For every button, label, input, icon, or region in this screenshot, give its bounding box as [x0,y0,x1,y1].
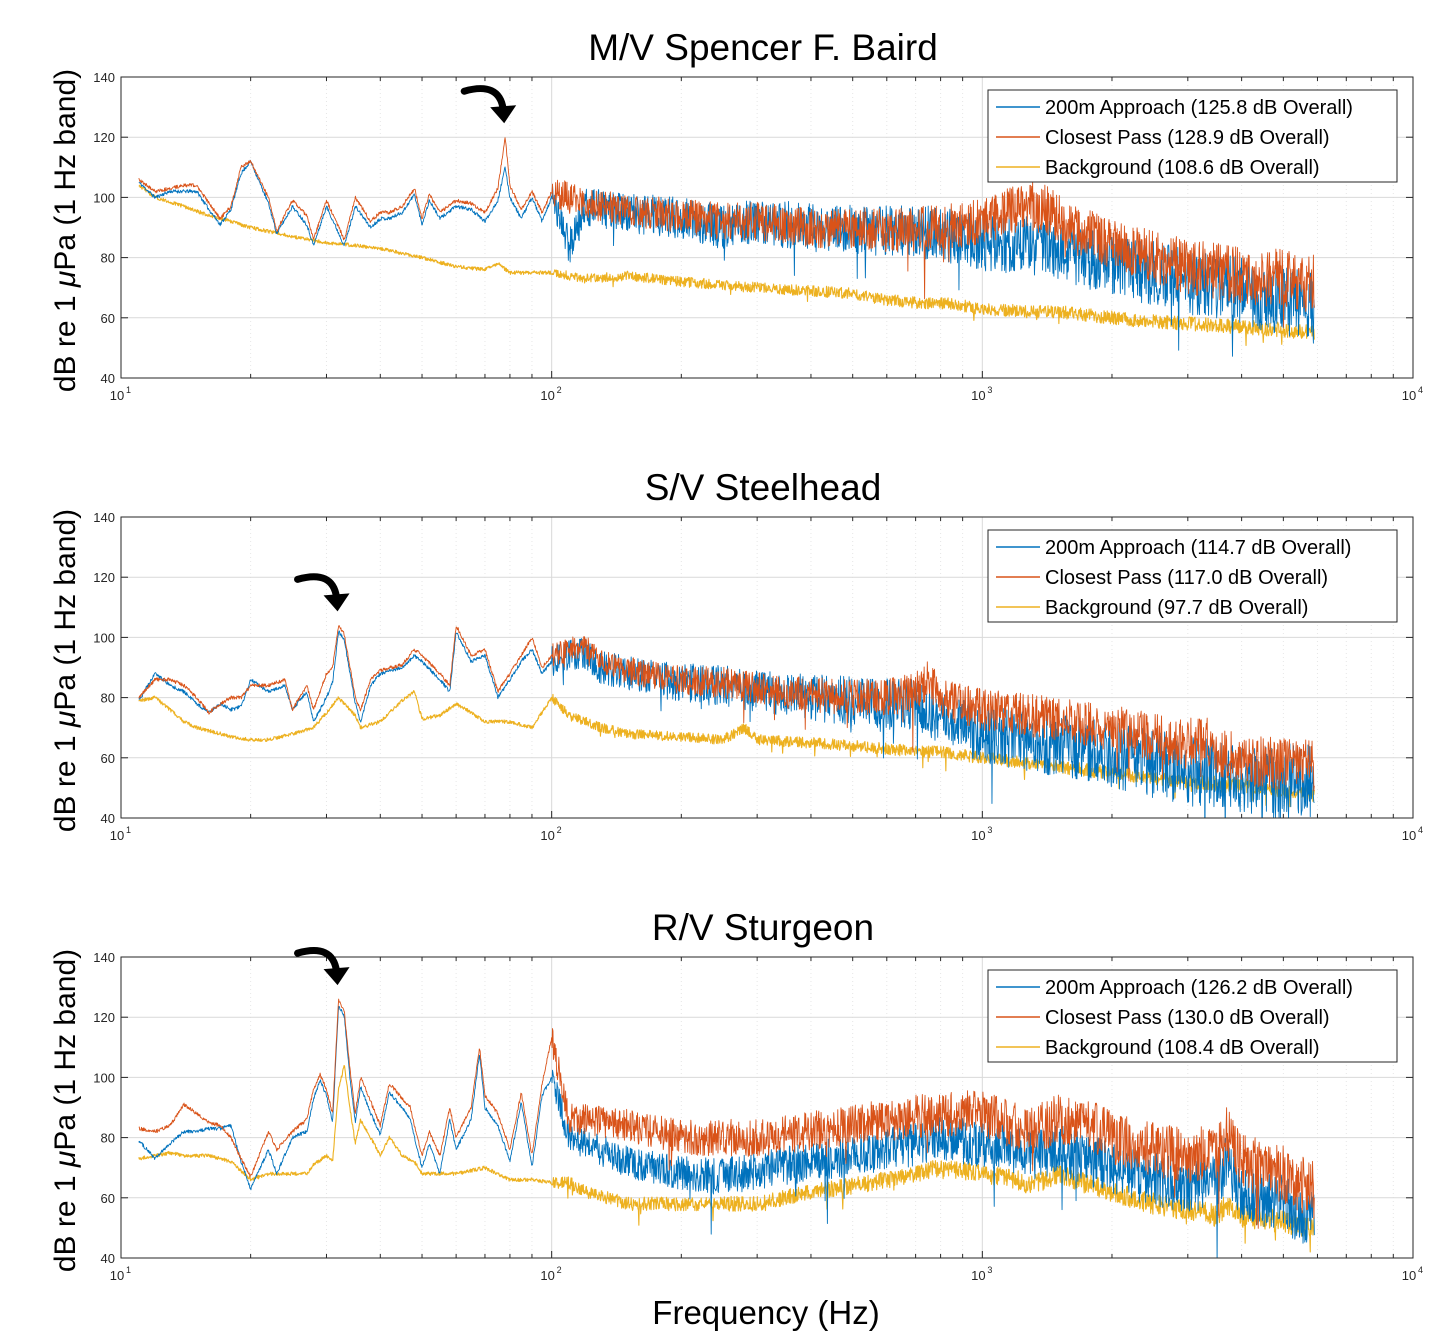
x-tick-label: 10 [971,828,985,843]
arrow-head [490,105,517,124]
legend-entry: Closest Pass (130.0 dB Overall) [1045,1007,1330,1029]
annotation-arrow-icon [294,947,350,986]
annotation-arrow-icon [294,573,350,612]
legend-box [987,529,1398,623]
x-tick-label: 10 [110,828,124,843]
y-tick-label: 80 [101,691,115,706]
legend-entry: 200m Approach (114.7 dB Overall) [1045,537,1351,559]
x-tick-exponent: 1 [126,385,131,395]
x-tick-exponent: 3 [987,825,992,835]
y-tick-label: 60 [101,1191,115,1206]
legend-entry: Background (108.6 dB Overall) [1045,157,1320,179]
legend-box [987,969,1398,1063]
x-tick-label: 10 [971,1268,985,1283]
legend-entry: 200m Approach (126.2 dB Overall) [1045,977,1353,999]
x-tick-exponent: 1 [126,1265,131,1275]
axes-box [120,956,1414,1259]
series-line-background [138,184,1315,346]
y-tick-label: 40 [101,811,115,826]
arrow-head [323,967,350,986]
y-tick-label: 60 [101,751,115,766]
legend-entry: Background (97.7 dB Overall) [1045,597,1308,619]
annotation-arrow-icon [460,85,517,124]
x-tick-label: 10 [540,1268,554,1283]
x-tick-label: 10 [540,388,554,403]
x-tick-label: 10 [971,388,985,403]
legend-box [987,89,1398,183]
axes-box [120,516,1414,819]
legend: 200m Approach (114.7 dB Overall) Closest … [987,529,1398,623]
y-tick-label: 40 [101,1251,115,1266]
legend-entry: Closest Pass (117.0 dB Overall) [1045,567,1328,589]
chart-title: S/V Steelhead [645,467,882,508]
x-tick-exponent: 2 [557,385,562,395]
legend-entry: Closest Pass (128.9 dB Overall) [1045,127,1330,149]
arrow-head [323,593,350,612]
y-tick-label: 40 [101,371,115,386]
arrow-shaft [460,85,507,113]
arrow-shaft [294,947,341,975]
series-lines [138,137,1315,357]
x-tick-label: 10 [110,1268,124,1283]
series-line-approach [138,1005,1315,1258]
y-tick-label: 80 [101,1131,115,1146]
x-tick-exponent: 3 [987,1265,992,1275]
series-line-closest [138,625,1315,792]
x-tick-label: 10 [1402,388,1416,403]
x-tick-label: 10 [540,828,554,843]
y-tick-label: 140 [93,70,115,85]
y-tick-label: 140 [93,510,115,525]
series-lines [138,625,1315,818]
legend: 200m Approach (125.8 dB Overall) Closest … [987,89,1398,183]
y-tick-label: 140 [93,950,115,965]
arrow-shaft [294,573,341,601]
x-tick-exponent: 3 [987,385,992,395]
x-axis-label: Frequency (Hz) [652,1294,879,1331]
x-tick-label: 10 [110,388,124,403]
y-axis-label: dB re 1 μPa (1 Hz band) [49,949,82,1272]
y-axis-label: dB re 1 μPa (1 Hz band) [49,509,82,832]
y-tick-label: 120 [93,570,115,585]
x-tick-exponent: 2 [557,1265,562,1275]
x-tick-exponent: 4 [1418,825,1423,835]
x-tick-exponent: 2 [557,825,562,835]
y-tick-label: 100 [93,1070,115,1085]
x-tick-label: 10 [1402,1268,1416,1283]
series-lines [138,998,1315,1258]
legend-entry: 200m Approach (125.8 dB Overall) [1045,97,1353,119]
series-line-closest [138,998,1315,1229]
chart-title: R/V Sturgeon [652,907,874,948]
y-tick-label: 100 [93,190,115,205]
y-axis-label: dB re 1 μPa (1 Hz band) [49,69,82,392]
y-tick-label: 120 [93,1010,115,1025]
y-tick-label: 100 [93,630,115,645]
series-line-approach [138,630,1315,818]
y-tick-label: 80 [101,251,115,266]
x-tick-exponent: 1 [126,825,131,835]
chart-title: M/V Spencer F. Baird [588,27,938,68]
legend-entry: Background (108.4 dB Overall) [1045,1037,1320,1059]
series-line-closest [138,137,1315,328]
x-tick-exponent: 4 [1418,1265,1423,1275]
series-line-background [138,1064,1315,1253]
series-line-background [138,689,1315,808]
x-tick-exponent: 4 [1418,385,1423,395]
axes-box [120,76,1414,379]
y-tick-label: 120 [93,130,115,145]
x-tick-label: 10 [1402,828,1416,843]
legend: 200m Approach (126.2 dB Overall) Closest … [987,969,1398,1063]
y-tick-label: 60 [101,311,115,326]
